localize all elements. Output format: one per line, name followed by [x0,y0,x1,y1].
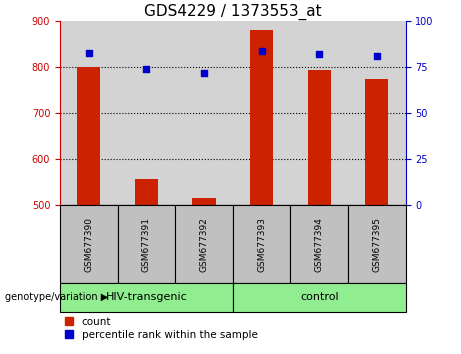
Bar [233,205,290,283]
Text: GSM677393: GSM677393 [257,217,266,272]
Text: GSM677391: GSM677391 [142,217,151,272]
Bar [77,67,100,205]
Text: genotype/variation ▶: genotype/variation ▶ [5,292,108,302]
Legend: count, percentile rank within the sample: count, percentile rank within the sample [65,317,258,340]
Point [85,50,92,55]
Text: GSM677394: GSM677394 [315,217,324,272]
Bar [135,179,158,205]
Text: control: control [300,292,338,302]
Bar [365,79,388,205]
Point [373,53,381,59]
Bar [60,283,233,312]
Bar [193,198,216,205]
Point [315,52,323,57]
Text: GSM677390: GSM677390 [84,217,93,272]
Title: GDS4229 / 1373553_at: GDS4229 / 1373553_at [144,4,322,20]
Bar [175,205,233,283]
Point [200,70,207,76]
Bar [60,205,118,283]
Bar [348,205,406,283]
Point [142,66,150,72]
Bar [233,283,406,312]
Bar [250,29,273,205]
Bar [118,205,175,283]
Text: HIV-transgenic: HIV-transgenic [106,292,187,302]
Text: GSM677395: GSM677395 [372,217,381,272]
Bar [308,69,331,205]
Text: GSM677392: GSM677392 [200,217,208,272]
Bar [290,205,348,283]
Point [258,48,266,53]
